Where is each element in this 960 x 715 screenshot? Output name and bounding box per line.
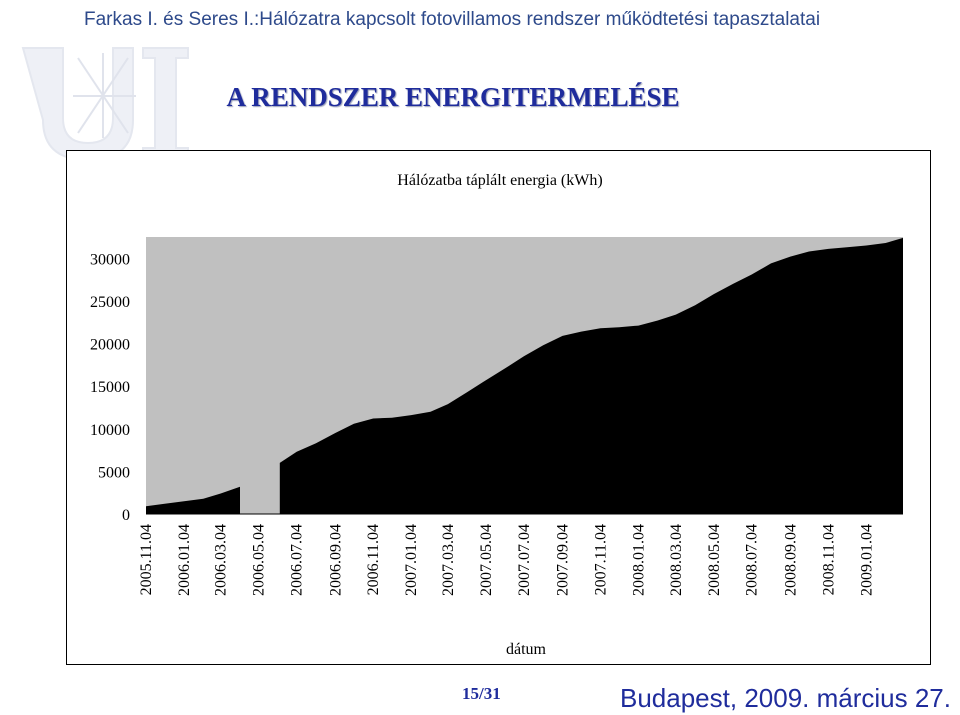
- y-tick-label: 5000: [98, 464, 130, 481]
- y-tick-label: 10000: [90, 422, 130, 439]
- series-area-segment-2: [279, 237, 903, 514]
- x-tick-label: 2006.03.04: [213, 524, 230, 596]
- x-tick-label: 2008.09.04: [782, 524, 799, 596]
- x-tick-label: 2008.01.04: [630, 524, 647, 596]
- series-area-segment-1: [146, 486, 240, 514]
- x-tick-label: 2006.05.04: [251, 524, 268, 596]
- chart-title: Hálózatba táplált energia (kWh): [397, 172, 602, 189]
- x-tick-label: 2006.07.04: [289, 524, 306, 596]
- x-tick-label: 2008.03.04: [668, 524, 685, 596]
- slide-header: Farkas I. és Seres I.:Hálózatra kapcsolt…: [84, 9, 821, 30]
- x-tick-label: 2008.05.04: [706, 524, 723, 596]
- x-tick-label: 2007.09.04: [555, 524, 572, 596]
- x-tick-label: 2007.03.04: [440, 524, 457, 596]
- footer-location-date: Budapest, 2009. március 27.: [620, 683, 951, 713]
- y-tick-label: 0: [122, 507, 130, 524]
- x-tick-label: 2007.11.04: [592, 524, 609, 595]
- x-tick-label: 2007.05.04: [478, 524, 495, 596]
- slide-title: A RENDSZER ENERGITERMELÉSE: [226, 82, 680, 112]
- y-tick-label: 20000: [90, 337, 130, 354]
- x-axis-title: dátum: [506, 641, 547, 658]
- x-tick-label: 2009.01.04: [858, 524, 875, 596]
- x-tick-label: 2008.07.04: [744, 524, 761, 596]
- energy-chart: Hálózatba táplált energia (kWh) dátum 0 5…: [90, 172, 903, 658]
- x-tick-label: 2006.09.04: [327, 524, 344, 596]
- x-tick-label: 2006.11.04: [365, 524, 382, 595]
- university-logo-icon: [21, 47, 189, 162]
- page-number: 15/31: [462, 684, 501, 703]
- x-tick-label: 2007.07.04: [516, 524, 533, 596]
- y-tick-label: 30000: [90, 251, 130, 268]
- chart-frame: Hálózatba táplált energia (kWh) dátum 0 5…: [66, 150, 931, 665]
- x-tick-label: 2006.01.04: [176, 524, 193, 596]
- x-tick-label: 2005.11.04: [138, 524, 155, 595]
- x-tick-label: 2007.01.04: [403, 524, 420, 596]
- y-tick-label: 15000: [90, 379, 130, 396]
- y-tick-label: 25000: [90, 294, 130, 311]
- x-tick-label: 2008.11.04: [820, 524, 837, 595]
